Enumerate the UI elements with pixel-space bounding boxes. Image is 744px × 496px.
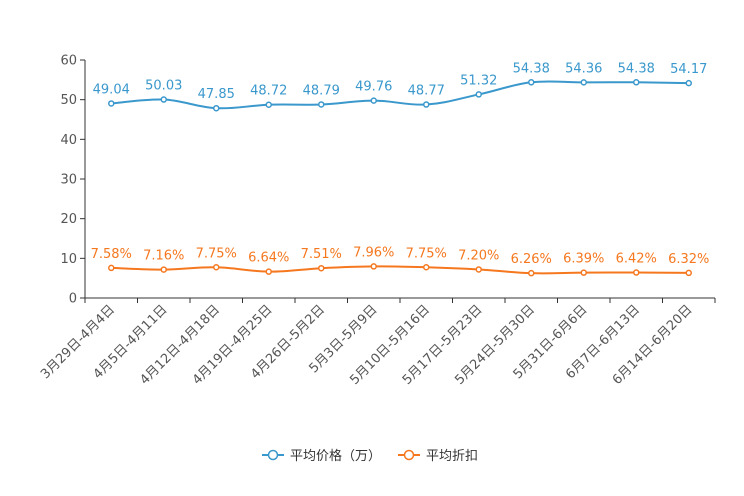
series-1: 49.04 50.03 47.85 48.72 48.79 49.76 48.77 51.32… (93, 61, 707, 112)
data-point (423, 264, 430, 271)
y-axis-ticks: 0 10 20 30 40 50 60 (60, 54, 85, 307)
legend-swatch-marker (267, 449, 279, 461)
data-label: 48.72 (250, 84, 287, 99)
data-label: 50.03 (145, 79, 182, 94)
legend-item-2[interactable]: 平均折扣 (398, 449, 478, 464)
data-point (528, 269, 535, 277)
y-tick-label: 10 (60, 252, 77, 267)
data-point (370, 263, 377, 270)
legend-swatch-marker (403, 449, 415, 461)
data-label: 51.32 (460, 73, 497, 88)
legend-label: 平均折扣 (426, 449, 478, 464)
data-point (318, 101, 325, 108)
y-tick-label: 30 (60, 173, 77, 188)
data-label: 6.32% (668, 252, 709, 267)
data-point (318, 264, 325, 272)
y-tick-label: 40 (60, 133, 77, 148)
data-point (685, 269, 692, 277)
data-point (213, 264, 220, 271)
data-label: 48.79 (303, 83, 340, 98)
data-point (160, 96, 167, 103)
series-2: 7.58% 7.16% 7.75% 6.64% 7.51% 7.96% 7.75% 7.20%… (91, 245, 709, 277)
data-label: 7.51% (301, 247, 342, 262)
data-point (528, 79, 535, 86)
legend-item-1[interactable]: 平均价格（万） (262, 448, 381, 464)
data-point (423, 101, 430, 108)
data-point (213, 104, 220, 112)
data-label: 7.75% (406, 246, 447, 261)
data-label: 7.16% (143, 249, 184, 264)
series-layer: 49.04 50.03 47.85 48.72 48.79 49.76 48.77 51.32… (91, 61, 709, 277)
data-label: 7.58% (91, 247, 132, 262)
legend: 平均价格（万） 平均折扣 (262, 448, 478, 464)
data-label: 7.20% (458, 248, 499, 263)
data-label: 49.76 (355, 80, 392, 95)
data-label: 6.26% (511, 252, 552, 267)
data-label: 54.36 (565, 61, 602, 76)
data-label: 48.77 (408, 84, 445, 99)
y-tick-label: 20 (60, 212, 77, 227)
legend-label: 平均价格（万） (290, 448, 381, 464)
data-point (475, 91, 482, 98)
data-label: 54.17 (670, 62, 707, 77)
data-label: 6.42% (616, 252, 657, 267)
series-line (111, 265, 689, 275)
y-tick-label: 50 (60, 93, 77, 108)
data-label: 47.85 (198, 87, 235, 102)
data-label: 7.96% (353, 245, 394, 260)
data-point (160, 266, 167, 273)
data-point (265, 101, 272, 108)
y-tick-label: 0 (69, 292, 77, 307)
x-axis-ticks: 3月29日-4月4日4月5日-4月11日4月12日-4月18日4月19日-4月2… (38, 298, 716, 388)
y-tick-label: 60 (60, 54, 77, 69)
data-point (685, 79, 692, 87)
data-point (108, 100, 115, 107)
data-point (580, 79, 587, 86)
data-label: 6.39% (563, 252, 604, 267)
data-label: 6.64% (248, 251, 289, 266)
data-point (580, 269, 587, 276)
data-label: 54.38 (513, 61, 550, 76)
series-line (111, 80, 689, 110)
data-point (265, 268, 272, 275)
data-label: 49.04 (93, 82, 130, 97)
data-point (633, 79, 640, 86)
data-point (475, 266, 482, 273)
data-label: 54.38 (618, 61, 655, 76)
data-label: 7.75% (196, 246, 237, 261)
data-point (108, 264, 115, 272)
data-point (633, 269, 640, 276)
data-point (370, 97, 377, 104)
